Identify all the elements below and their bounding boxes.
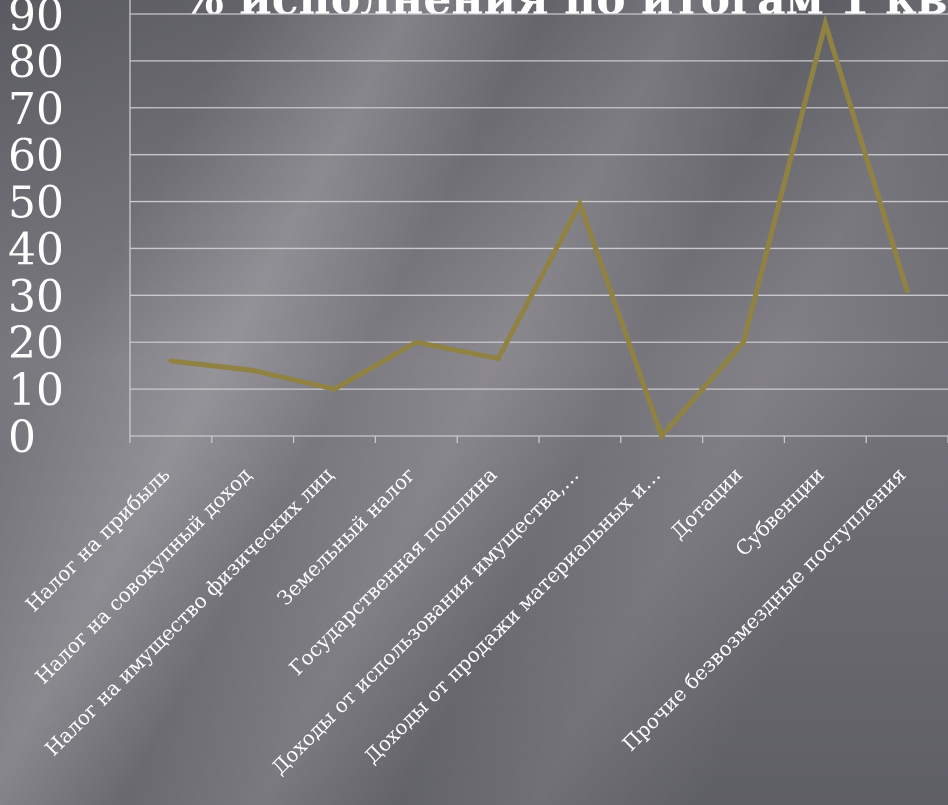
y-tick-label: 90 [8,0,64,41]
y-tick-label: 80 [8,37,64,88]
y-tick-label: 40 [8,224,64,275]
data-point [495,356,501,362]
gridlines [130,13,948,437]
x-tick-label: Прочие безвозмездные поступления [617,463,910,756]
y-tick-label: 30 [8,271,64,322]
data-point [577,201,583,207]
y-tick-label: 20 [8,318,64,369]
y-tick-label: 70 [8,84,64,135]
data-point [741,339,746,345]
chart-title: % исполнения по итогам 1 кв [182,0,947,25]
x-tick-label: Доходы от продажи материальных и… [359,463,665,769]
x-tick-label: Налог на прибыль [21,462,175,616]
x-tick-label: Налог на имущество физических лиц [40,462,338,760]
series-line [170,14,910,441]
data-point [659,433,665,439]
y-tick-label: 60 [8,131,64,182]
data-point [413,339,419,345]
data-point [250,367,256,373]
y-tick-label: 0 [8,412,36,463]
x-tick-label: Дотации [666,463,747,544]
data-point [168,358,174,364]
data-point [822,20,828,26]
x-tick-label: Доходы от использования имущества,… [267,463,584,780]
data-point [332,386,337,392]
series-layer [168,14,910,441]
data-point [904,288,910,294]
y-tick-label: 50 [8,178,64,229]
y-tick-label: 10 [8,365,64,416]
x-tick-label: Земельный налог [272,463,420,611]
